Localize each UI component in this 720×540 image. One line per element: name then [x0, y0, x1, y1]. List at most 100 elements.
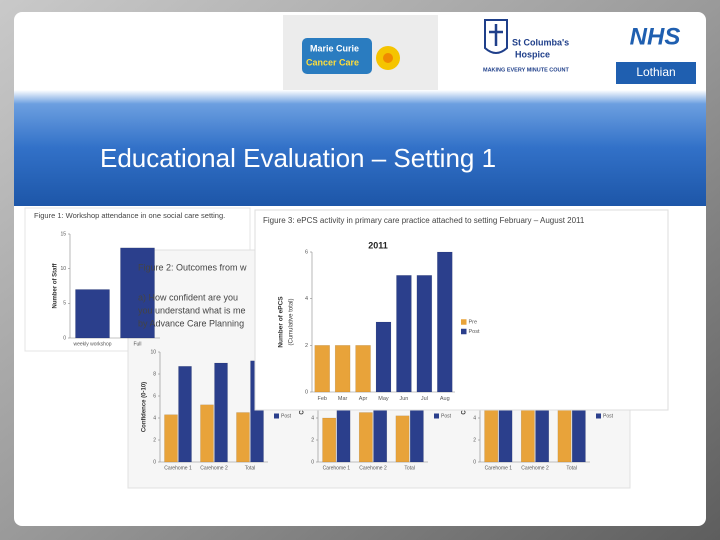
y-tick-label: 8: [153, 371, 156, 377]
y-tick-label: 15: [60, 231, 66, 237]
legend-swatch: [434, 413, 439, 419]
x-tick-label: Jul: [421, 396, 428, 402]
daffodil-centre: [383, 53, 393, 63]
y-tick-label: 6: [305, 249, 308, 255]
y-tick-label: 0: [63, 335, 66, 341]
y-axis-sublabel: (Cumulative total): [289, 298, 295, 345]
x-tick-label: Total: [566, 465, 577, 471]
figure-caption: Figure 2: Outcomes from w: [138, 262, 247, 272]
y-tick-label: 10: [150, 349, 156, 355]
bar: [355, 345, 371, 393]
bar: [437, 251, 453, 393]
logo-text: Marie Curie: [310, 43, 359, 53]
y-axis-label: Number of ePCS: [278, 296, 285, 348]
legend-label: Post: [441, 413, 452, 419]
x-tick-label: Carehome 1: [164, 465, 192, 471]
bar: [314, 345, 330, 393]
x-tick-label: Total: [245, 465, 256, 471]
bar: [484, 406, 499, 463]
bar: [358, 412, 373, 463]
x-tick-label: Carehome 2: [521, 465, 549, 471]
bar: [375, 321, 392, 393]
y-tick-label: 4: [305, 296, 308, 302]
x-tick-label: Apr: [359, 396, 368, 402]
x-tick-label: May: [378, 396, 389, 402]
x-tick-label: Total: [404, 465, 415, 471]
y-tick-label: 2: [305, 343, 308, 349]
bar: [75, 289, 110, 339]
figure-3: [254, 209, 669, 411]
y-tick-label: 6: [153, 393, 156, 399]
bar: [416, 275, 433, 393]
y-tick-label: 4: [311, 415, 314, 421]
y-tick-label: 0: [305, 389, 308, 395]
slide-title: Educational Evaluation – Setting 1: [100, 143, 496, 173]
legend-label: Post: [469, 329, 480, 335]
y-tick-label: 4: [153, 415, 156, 421]
st-columba-logo: St Columba's Hospice MAKING EVERY MINUTE…: [483, 19, 570, 73]
legend-swatch: [461, 319, 467, 325]
x-tick-label: Feb: [317, 396, 326, 402]
x-tick-label: Aug: [440, 396, 450, 402]
legend-swatch: [596, 413, 601, 419]
title-banner: [14, 90, 706, 206]
logo-text: NHS: [630, 23, 681, 50]
y-tick-label: 5: [63, 301, 66, 307]
chart-subtitle: 2011: [368, 240, 388, 250]
logo-text: Lothian: [636, 65, 675, 79]
figure-1-layer: Figure 1: Workshop attendance in one soc…: [34, 211, 225, 347]
bar: [395, 415, 410, 463]
x-tick-label: weekly workshop: [73, 341, 111, 347]
y-tick-label: 0: [311, 459, 314, 465]
legend-label: Post: [281, 413, 292, 419]
nhs-logo: NHS Lothian: [616, 23, 696, 84]
legend-swatch: [461, 328, 467, 335]
figure-caption: Figure 1: Workshop attendance in one soc…: [34, 211, 225, 220]
bar: [520, 401, 535, 463]
question-text: a) How confident are you: [138, 292, 238, 302]
bar: [164, 414, 178, 463]
marie-curie-logo: Marie Curie Cancer Care: [283, 15, 438, 90]
figure-3-layer: Figure 3: ePCS activity in primary care …: [263, 216, 585, 402]
figure-caption: Figure 3: ePCS activity in primary care …: [263, 216, 585, 225]
legend-label: Post: [603, 413, 614, 419]
x-tick-label: Jun: [399, 396, 408, 402]
x-tick-label: Carehome 2: [359, 465, 387, 471]
y-tick-label: 4: [473, 415, 476, 421]
bar: [236, 412, 250, 463]
question-text: you understand what is me: [138, 305, 246, 315]
bar: [557, 404, 572, 463]
logo-text: Hospice: [515, 49, 550, 59]
y-tick-label: 2: [311, 437, 314, 443]
legend-swatch: [274, 413, 279, 419]
figure-2-layer: Figure 2: Outcomes from w a) How confiden…: [138, 262, 614, 471]
x-tick-label: Full: [133, 341, 141, 347]
logo-tagline: MAKING EVERY MINUTE COUNT: [483, 67, 570, 73]
logo-box: [302, 38, 372, 74]
x-tick-label: Carehome 1: [485, 465, 513, 471]
bar: [322, 417, 337, 463]
logo-cross: [489, 24, 503, 46]
bar: [334, 345, 351, 393]
legend-label: Pre: [469, 319, 478, 325]
y-axis-label: Number of Staff: [53, 262, 59, 308]
logo-box: [616, 62, 696, 84]
bar: [200, 404, 214, 463]
y-tick-label: 0: [153, 459, 156, 465]
bar: [396, 275, 412, 393]
x-tick-label: Mar: [338, 396, 348, 402]
y-axis-label: Confidence (0-10): [142, 382, 148, 432]
logo-text: St Columba's: [512, 37, 569, 47]
x-tick-label: Carehome 2: [200, 465, 228, 471]
y-tick-label: 0: [473, 459, 476, 465]
bar: [120, 247, 155, 339]
y-tick-label: 2: [153, 437, 156, 443]
question-text: by Advance Care Planning: [138, 318, 244, 328]
x-tick-label: Carehome 1: [323, 465, 351, 471]
y-tick-label: 2: [473, 437, 476, 443]
bar: [214, 362, 228, 463]
logo-text: Cancer Care: [306, 57, 359, 67]
bar: [178, 366, 192, 463]
y-tick-label: 10: [60, 266, 66, 272]
